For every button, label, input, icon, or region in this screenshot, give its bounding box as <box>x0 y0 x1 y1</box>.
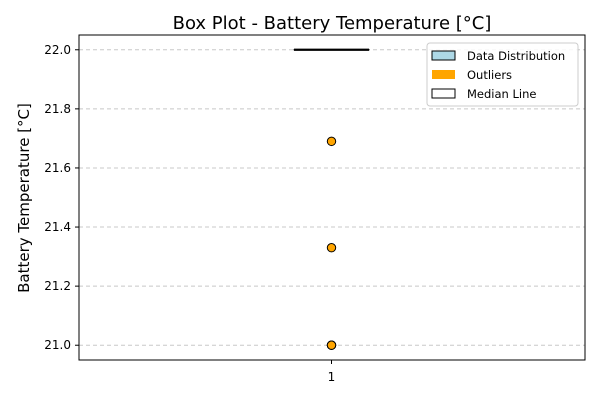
outlier-point <box>326 243 337 253</box>
legend: Data Distribution Outliers Median Line <box>426 42 579 107</box>
outlier-points <box>326 136 337 350</box>
y-axis-label: Battery Temperature [°C] <box>15 103 33 293</box>
legend-label: Median Line <box>467 87 536 101</box>
outlier-point <box>326 136 337 147</box>
y-tick-label: 21.2 <box>44 279 71 293</box>
legend-swatch <box>431 50 456 61</box>
legend-label: Data Distribution <box>467 49 565 63</box>
legend-label: Outliers <box>467 68 512 82</box>
y-tick-label: 21.6 <box>44 161 71 175</box>
outlier-point <box>326 340 337 350</box>
legend-swatch <box>432 70 455 79</box>
x-tick-label: 1 <box>328 370 336 384</box>
legend-frame <box>426 42 579 107</box>
y-tick-label: 21.8 <box>44 102 71 116</box>
y-tick-label: 21.0 <box>44 338 71 352</box>
y-tick-label: 22.0 <box>44 43 71 57</box>
legend-swatch <box>431 88 456 99</box>
y-tick-label: 21.4 <box>44 220 71 234</box>
x-axis-ticks: 1 <box>328 360 336 384</box>
y-axis-ticks: 21.0 21.2 21.4 21.6 21.8 22.0 <box>44 43 79 352</box>
chart-title: Box Plot - Battery Temperature [°C] <box>173 13 492 34</box>
plot-frame <box>78 34 586 361</box>
